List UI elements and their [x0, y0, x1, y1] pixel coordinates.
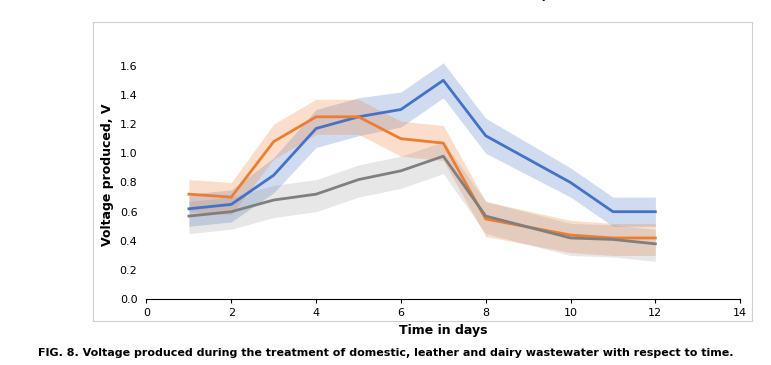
Y-axis label: Voltage produced, V: Voltage produced, V [101, 104, 114, 246]
Text: FIG. 8. Voltage produced during the treatment of domestic, leather and dairy was: FIG. 8. Voltage produced during the trea… [38, 348, 733, 358]
X-axis label: Time in days: Time in days [399, 324, 487, 337]
